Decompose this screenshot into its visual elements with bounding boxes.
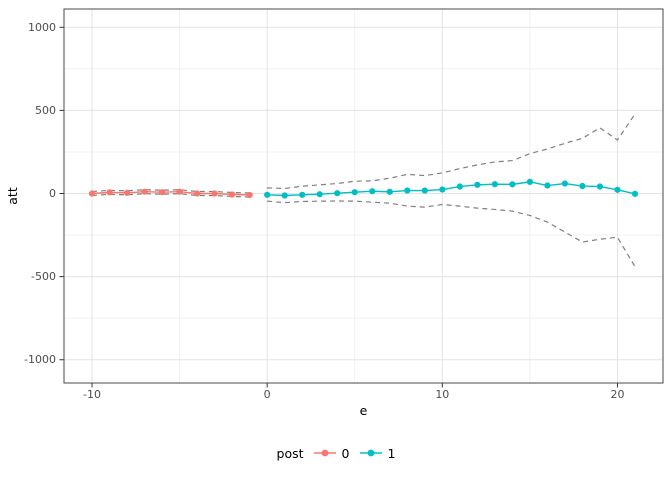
grid-major (64, 9, 663, 383)
x-tick-label: 10 (435, 388, 449, 401)
x-tick-label: 20 (610, 388, 624, 401)
legend-label-post-1: 1 (387, 445, 396, 461)
plot-canvas: -10 0 10 20 -1000 -500 0 500 1000 e att (5, 8, 664, 418)
data-point-post-1 (526, 178, 533, 185)
data-point-post-1 (631, 190, 639, 197)
data-point-post-1 (544, 182, 551, 189)
data-point-post-1 (439, 186, 446, 193)
data-point-post-0 (176, 188, 183, 195)
data-point-post-1 (596, 183, 604, 190)
y-tick-label: 500 (35, 104, 56, 117)
data-point-post-1 (299, 191, 306, 198)
axis-tick-labels: -10 0 10 20 -1000 -500 0 500 1000 (24, 21, 624, 401)
data-point-post-1 (579, 182, 586, 190)
ci-upper-post-1 (267, 113, 636, 190)
data-point-post-0 (106, 189, 113, 196)
legend-key-post-0-icon (313, 449, 336, 457)
data-point-post-1 (386, 188, 393, 195)
ci-lower-post-1 (267, 200, 636, 267)
data-point-post-1 (421, 187, 428, 194)
data-point-post-1 (316, 191, 323, 198)
data-point-post-1 (351, 189, 358, 196)
x-tick-label: 0 (264, 388, 271, 401)
axis-ticks (59, 26, 618, 388)
x-axis-title: e (360, 403, 368, 418)
data-point-post-1 (404, 187, 411, 194)
data-point-post-0 (211, 190, 218, 197)
data-point-post-1 (334, 190, 341, 197)
series-line-post-1 (267, 181, 636, 197)
data-point-post-1 (264, 191, 271, 198)
grid-minor (64, 9, 663, 383)
data-point-post-1 (281, 192, 288, 199)
data-point-post-1 (456, 183, 463, 190)
confidence-bands (91, 113, 636, 267)
legend-entry-post-1: 1 (359, 445, 396, 461)
x-tick-label: -10 (83, 388, 101, 401)
data-point-post-1 (509, 181, 516, 188)
data-point-post-1 (369, 188, 376, 195)
legend: post 0 1 (0, 441, 672, 465)
data-point-post-0 (158, 189, 166, 196)
panel-border (63, 8, 664, 384)
data-point-post-0 (123, 189, 131, 196)
data-point-post-0 (246, 191, 253, 199)
series-line-post-0 (91, 190, 250, 196)
data-point-post-1 (491, 181, 498, 188)
data-point-post-1 (561, 180, 569, 187)
data-point-post-0 (229, 191, 236, 198)
legend-key-post-1-icon (359, 449, 382, 457)
data-point-post-0 (88, 190, 96, 197)
legend-title: post (276, 445, 304, 461)
y-axis-title: att (5, 187, 20, 205)
legend-label-post-0: 0 (341, 445, 350, 461)
legend-entry-post-0: 0 (313, 446, 350, 461)
y-tick-label: -500 (31, 270, 56, 283)
series-lines (88, 178, 639, 199)
data-point-post-0 (141, 188, 148, 195)
y-tick-label: 0 (49, 187, 56, 200)
data-point-post-1 (474, 181, 481, 188)
data-point-post-0 (194, 190, 201, 197)
y-tick-label: -1000 (24, 353, 56, 366)
y-tick-label: 1000 (28, 21, 56, 34)
data-point-post-1 (614, 186, 621, 193)
